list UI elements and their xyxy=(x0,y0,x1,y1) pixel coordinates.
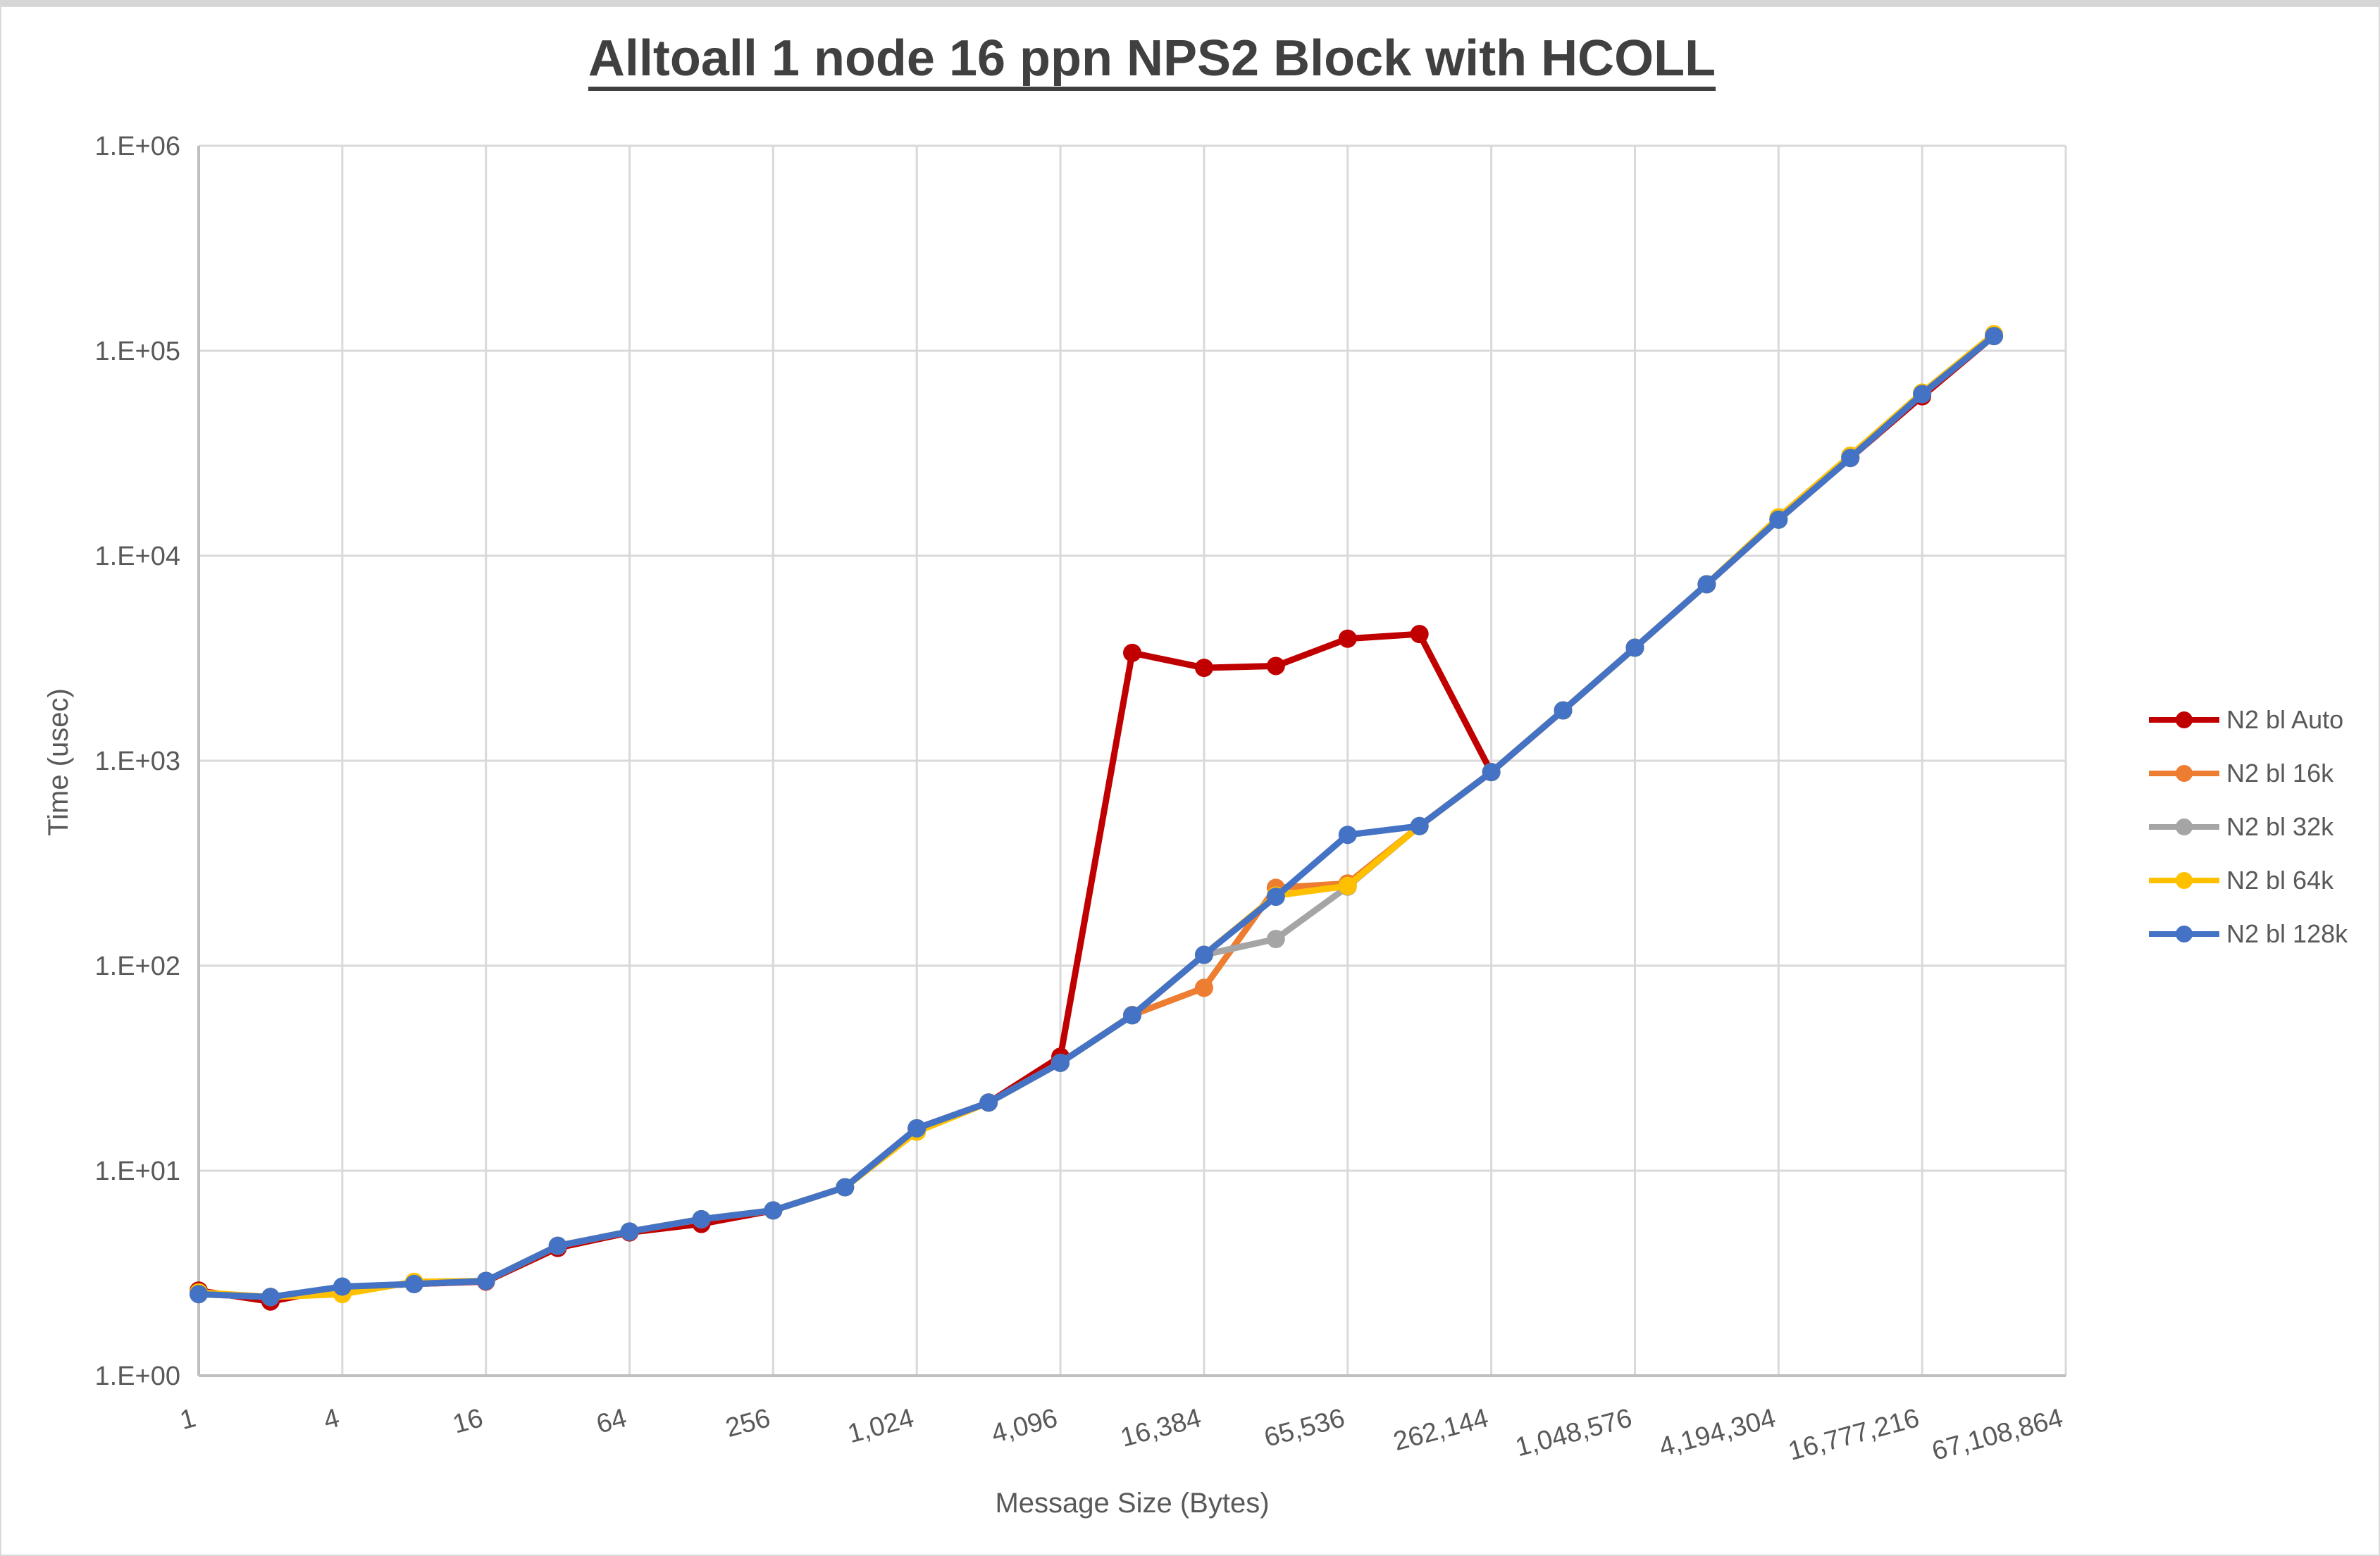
series-marker-N2-bl-128k xyxy=(692,1209,711,1228)
series-marker-N2-bl-128k xyxy=(836,1178,855,1197)
series-line-N2-bl-Auto xyxy=(195,332,1997,1305)
legend-swatch-icon xyxy=(2149,819,2219,835)
series-marker-N2-bl-Auto xyxy=(1266,656,1285,676)
series-marker-N2-bl-128k xyxy=(1482,763,1501,782)
window-edge-strip xyxy=(0,0,2380,6)
x-tick-label: 1,024 xyxy=(845,1403,917,1449)
series-marker-N2-bl-128k xyxy=(1051,1053,1070,1072)
legend: N2 bl Auto N2 bl 16k N2 bl 32k N2 bl 64k N2 … xyxy=(2147,705,2348,948)
x-tick-label: 67,108,864 xyxy=(1929,1403,2066,1467)
y-tick-label: 1.E+06 xyxy=(95,132,181,161)
legend-swatch-icon xyxy=(2149,926,2219,942)
series-marker-N2-bl-128k xyxy=(190,1285,208,1304)
series-marker-N2-bl-128k xyxy=(1554,701,1573,720)
series-marker-N2-bl-128k xyxy=(1625,638,1644,657)
legend-item-N2-bl-32k: N2 bl 32k xyxy=(2147,812,2348,841)
y-tick-label: 1.E+05 xyxy=(95,337,181,366)
series-marker-N2-bl-128k xyxy=(548,1236,567,1255)
series-marker-N2-bl-64k xyxy=(1338,876,1357,895)
legend-label: N2 bl 64k xyxy=(2226,866,2334,895)
series-marker-N2-bl-128k xyxy=(261,1288,280,1307)
series-marker-N2-bl-128k xyxy=(1410,816,1429,835)
series-marker-N2-bl-Auto xyxy=(1123,643,1141,662)
legend-item-N2-bl-16k: N2 bl 16k xyxy=(2147,759,2348,788)
y-tick-label: 1.E+02 xyxy=(95,952,181,981)
x-tick-label: 16 xyxy=(450,1403,486,1440)
legend-item-N2-bl-64k: N2 bl 64k xyxy=(2147,866,2348,895)
series-line-N2-bl-32k xyxy=(195,332,1997,1300)
x-tick-label: 4 xyxy=(321,1403,342,1436)
series-line-N2-bl-128k xyxy=(195,332,1997,1300)
series-marker-N2-bl-128k xyxy=(1913,385,1932,404)
series-marker-N2-bl-128k xyxy=(333,1277,352,1296)
series-marker-N2-bl-128k xyxy=(764,1201,783,1220)
series-marker-N2-bl-128k xyxy=(1841,449,1860,468)
series-marker-N2-bl-128k xyxy=(1123,1006,1141,1025)
x-tick-label: 16,384 xyxy=(1117,1403,1204,1453)
y-tick-label: 1.E+04 xyxy=(95,542,181,571)
x-tick-label: 262,144 xyxy=(1390,1403,1492,1457)
series-marker-N2-bl-128k xyxy=(620,1222,639,1241)
series-marker-N2-bl-128k xyxy=(1697,575,1716,594)
legend-item-N2-bl-128k: N2 bl 128k xyxy=(2147,919,2348,948)
series-marker-N2-bl-128k xyxy=(1338,826,1357,845)
series-marker-N2-bl-16k xyxy=(1194,978,1213,997)
x-tick-label: 65,536 xyxy=(1261,1403,1348,1453)
legend-label: N2 bl Auto xyxy=(2226,705,2344,734)
series-marker-N2-bl-128k xyxy=(907,1119,926,1138)
x-tick-label: 256 xyxy=(723,1403,774,1443)
x-axis-title: Message Size (Bytes) xyxy=(995,1488,1270,1519)
chart-title: Alltoall 1 node 16 ppn NPS2 Block with H… xyxy=(588,30,1716,87)
series-marker-N2-bl-Auto xyxy=(1194,659,1213,678)
series-line-N2-bl-64k xyxy=(195,330,1997,1300)
legend-swatch-icon xyxy=(2149,711,2219,728)
x-tick-label: 64 xyxy=(593,1403,630,1440)
series-marker-N2-bl-128k xyxy=(476,1271,495,1290)
y-tick-label: 1.E+03 xyxy=(95,747,181,776)
series-marker-N2-bl-128k xyxy=(979,1093,998,1112)
series-marker-N2-bl-128k xyxy=(1266,888,1285,907)
x-tick-label: 4,194,304 xyxy=(1656,1403,1778,1462)
series-marker-N2-bl-Auto xyxy=(1410,625,1429,644)
legend-label: N2 bl 32k xyxy=(2226,812,2334,841)
legend-label: N2 bl 128k xyxy=(2226,919,2348,948)
x-tick-label: 16,777,216 xyxy=(1785,1403,1923,1467)
series-marker-N2-bl-32k xyxy=(1266,930,1285,949)
legend-label: N2 bl 16k xyxy=(2226,759,2334,788)
legend-swatch-icon xyxy=(2149,765,2219,782)
series-marker-N2-bl-128k xyxy=(404,1274,423,1293)
chart-frame xyxy=(0,6,2380,1556)
legend-swatch-icon xyxy=(2149,872,2219,889)
legend-item-N2-bl-Auto: N2 bl Auto xyxy=(2147,705,2348,734)
series-marker-N2-bl-128k xyxy=(1769,510,1788,529)
x-tick-label: 1,048,576 xyxy=(1513,1403,1635,1462)
x-tick-label: 4,096 xyxy=(988,1403,1061,1449)
series-line-N2-bl-16k xyxy=(195,332,1997,1300)
y-tick-label: 1.E+00 xyxy=(95,1362,181,1391)
series-marker-N2-bl-128k xyxy=(1985,327,2004,346)
series-marker-N2-bl-Auto xyxy=(1338,629,1357,648)
series-marker-N2-bl-128k xyxy=(1194,945,1213,964)
y-tick-label: 1.E+01 xyxy=(95,1157,181,1186)
x-tick-label: 1 xyxy=(177,1403,199,1436)
